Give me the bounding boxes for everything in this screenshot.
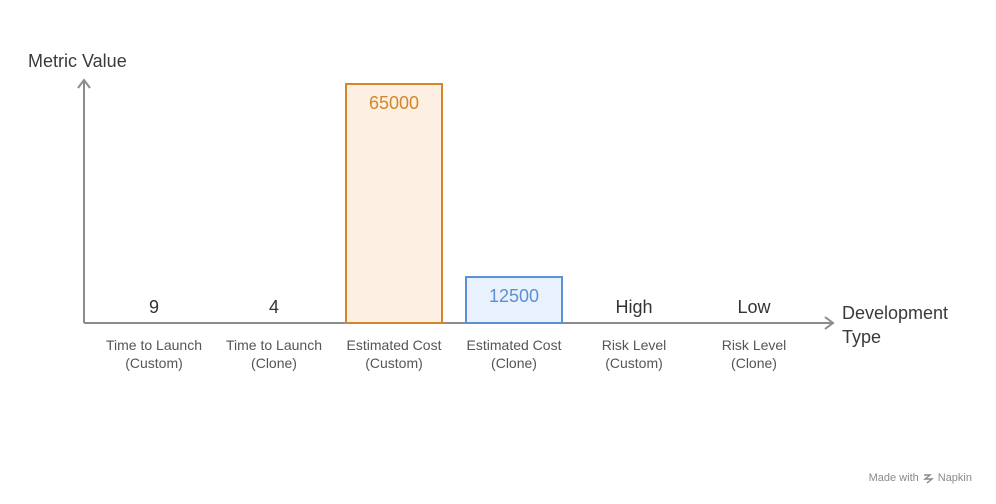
tick-label-4: Risk Level (Custom) (602, 337, 667, 371)
tick-label-0: Time to Launch (Custom) (106, 337, 202, 371)
y-axis-arrow (77, 78, 91, 89)
value-label-4: High (615, 297, 652, 317)
x-axis-title-line-2: Type (842, 327, 881, 347)
axes (77, 78, 835, 330)
tick-label-line: (Clone) (491, 355, 537, 371)
napkin-brand: Napkin (937, 472, 972, 484)
value-label-3: 12500 (489, 286, 539, 306)
value-label-2: 65000 (369, 93, 419, 113)
tick-label-line: Time to Launch (106, 337, 202, 353)
tick-label-line: Estimated Cost (347, 337, 442, 353)
bars (345, 83, 563, 324)
made-with-napkin: Made with Napkin (869, 472, 972, 484)
napkin-logo-icon (922, 473, 934, 484)
value-label-5: Low (737, 297, 771, 317)
x-axis-arrow (824, 316, 835, 330)
tick-label-3: Estimated Cost (Clone) (467, 337, 562, 371)
tick-label-2: Estimated Cost (Custom) (347, 337, 442, 371)
tick-label-line: (Custom) (365, 355, 423, 371)
tick-labels: Time to Launch (Custom) Time to Launch (Clo… (106, 337, 786, 371)
tick-label-line: Risk Level (722, 337, 787, 353)
x-axis-title-line-1: Development (842, 303, 948, 323)
bar-2 (345, 83, 443, 324)
tick-label-line: (Clone) (731, 355, 777, 371)
tick-label-line: (Custom) (125, 355, 183, 371)
tick-label-line: Time to Launch (226, 337, 322, 353)
value-label-0: 9 (149, 297, 159, 317)
tick-label-5: Risk Level (Clone) (722, 337, 787, 371)
tick-label-1: Time to Launch (Clone) (226, 337, 322, 371)
made-with-text: Made with (868, 472, 919, 484)
value-labels: 9 4 65000 12500 High Low (149, 93, 772, 317)
x-axis-title: Development Type (842, 303, 953, 347)
tick-label-line: Estimated Cost (467, 337, 562, 353)
tick-label-line: (Custom) (605, 355, 663, 371)
value-label-1: 4 (269, 297, 279, 317)
tick-label-line: (Clone) (251, 355, 297, 371)
bar-3 (465, 276, 563, 324)
y-axis-title: Metric Value (28, 51, 127, 71)
tick-label-line: Risk Level (602, 337, 667, 353)
